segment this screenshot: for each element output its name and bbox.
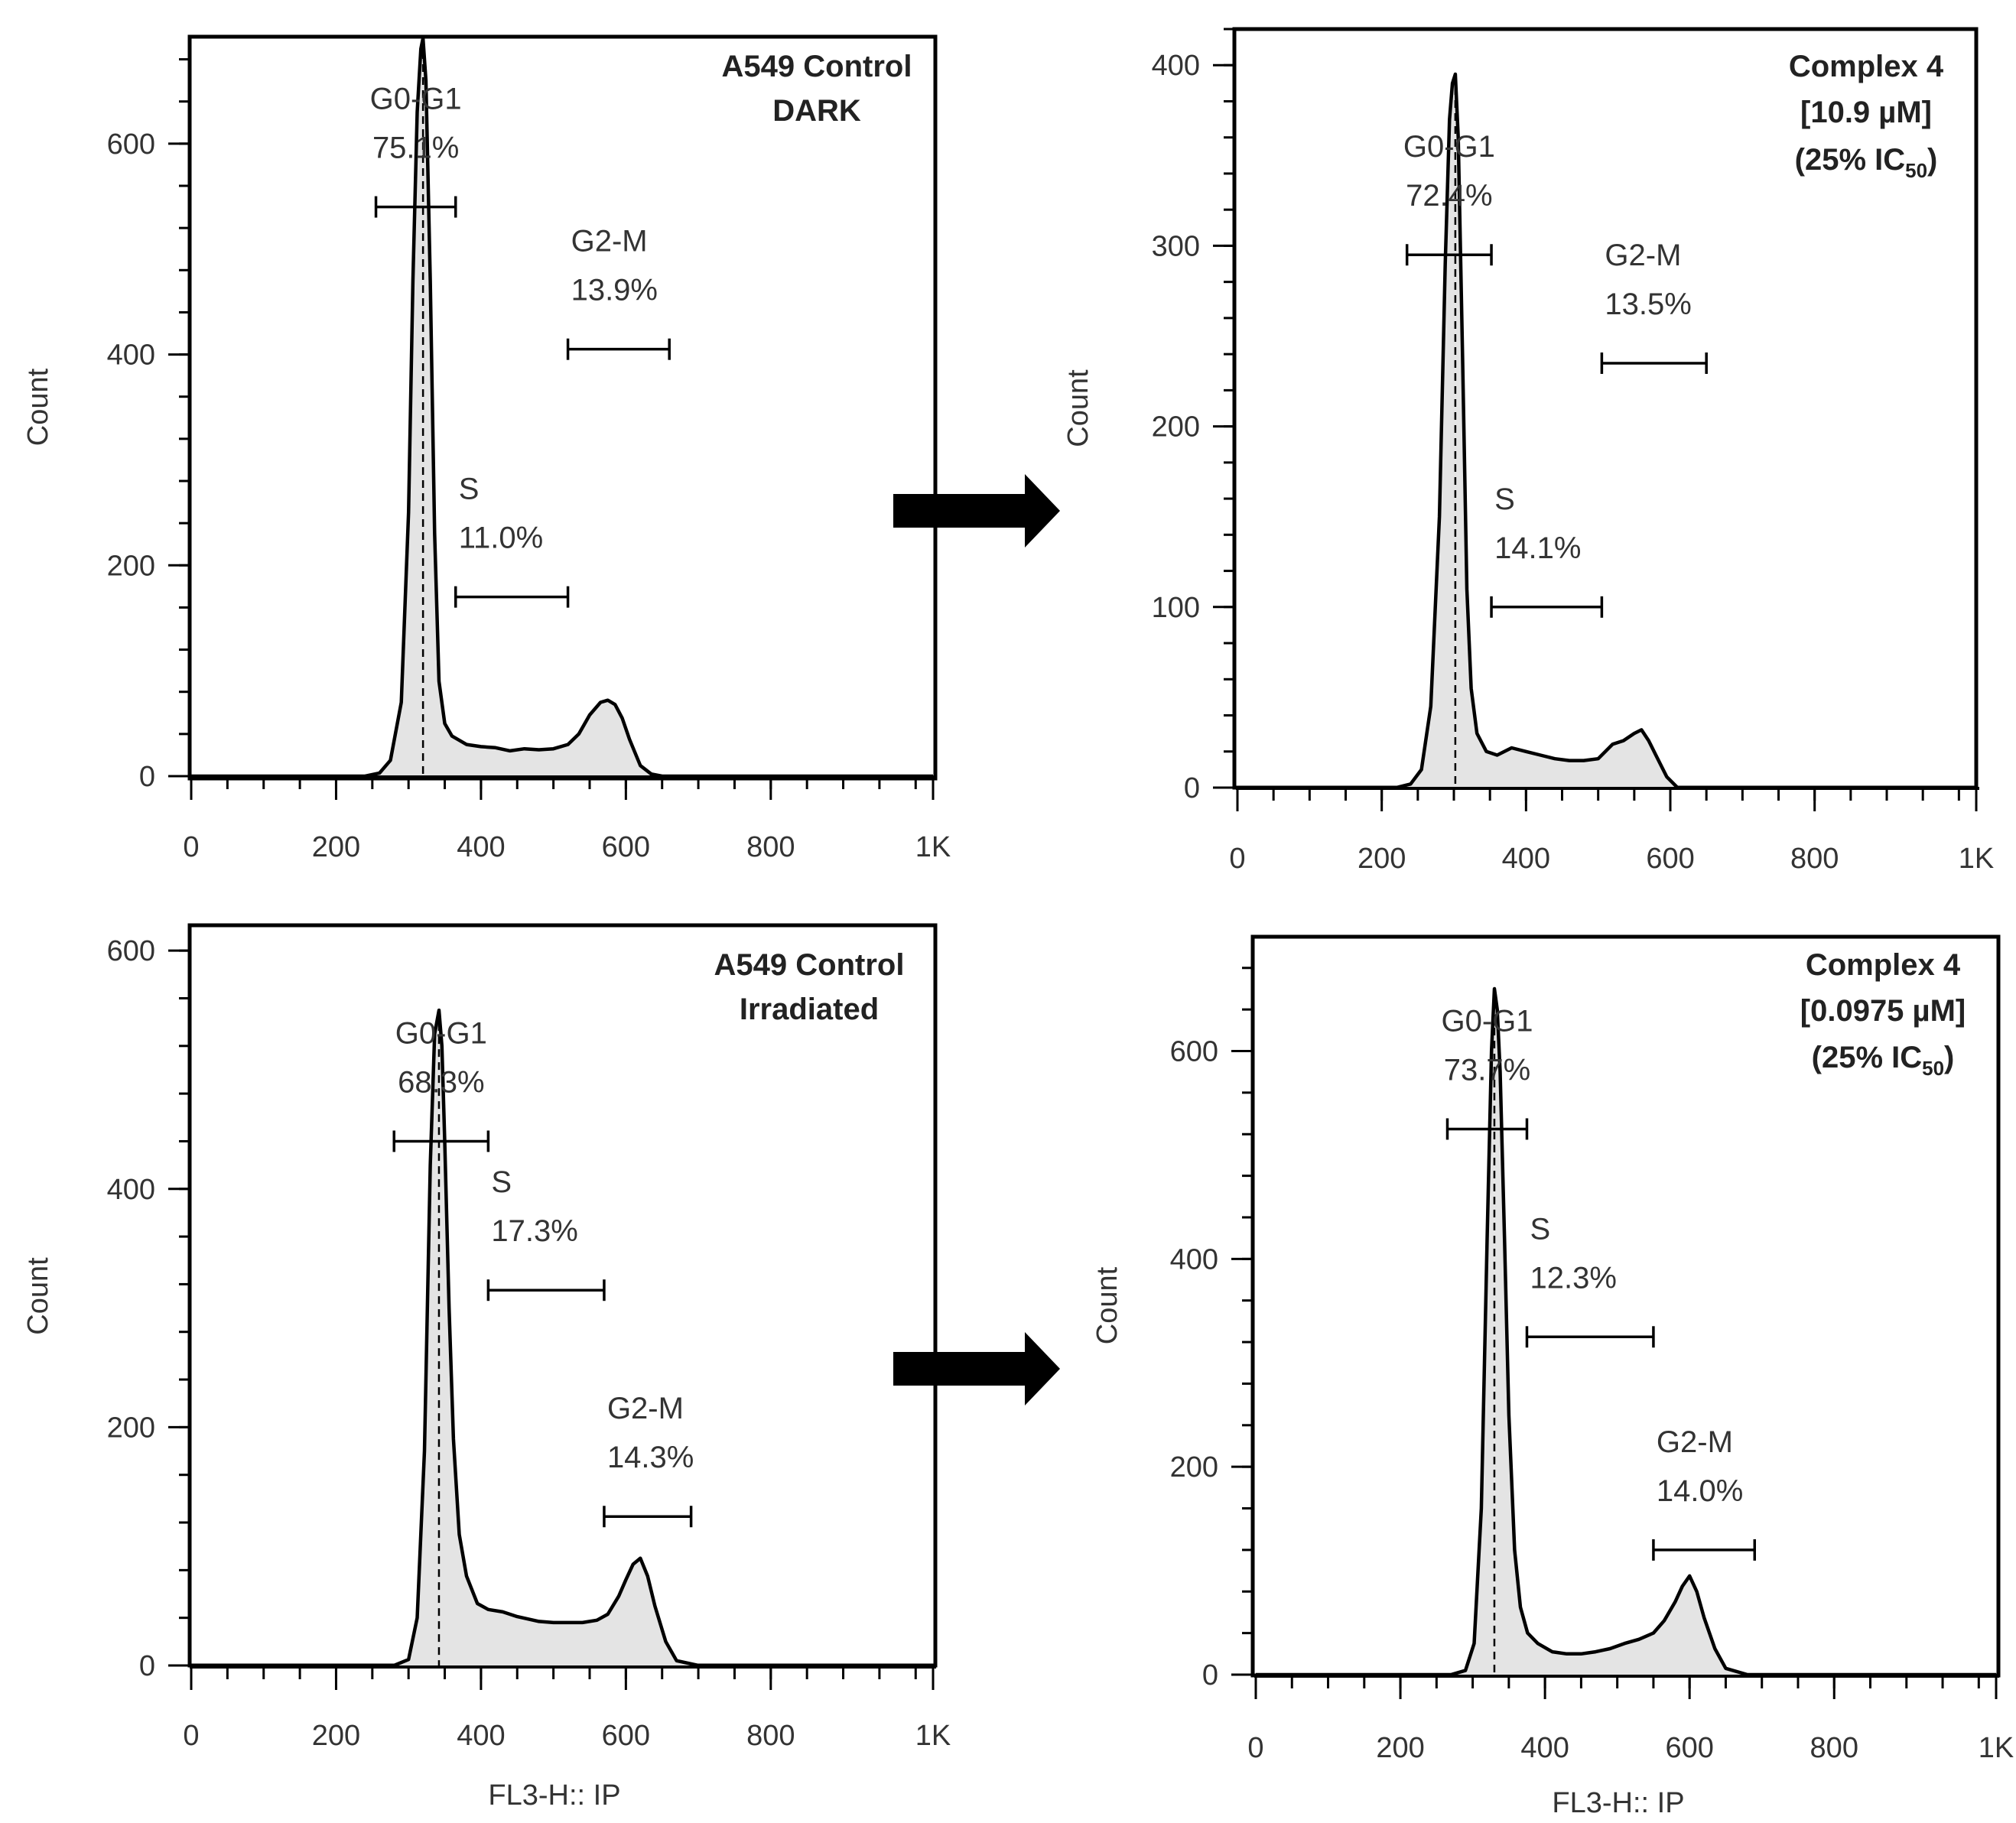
gate-name-label: S	[459, 473, 480, 506]
y-tick-label: 600	[107, 935, 155, 967]
panel-title-line: A549 Control	[722, 50, 912, 83]
histogram-line	[191, 36, 933, 778]
y-tick-label: 100	[1152, 592, 1200, 624]
x-tick-label: 600	[602, 831, 650, 863]
x-tick-label: 1K	[1959, 843, 1994, 875]
x-tick-label: 400	[1520, 1732, 1569, 1764]
x-tick-label: 0	[183, 1720, 199, 1752]
histogram-line	[1237, 72, 1976, 790]
gate-name-label: S	[491, 1165, 512, 1199]
y-axis-title: Count	[22, 1257, 54, 1335]
gate-percent-label: 14.1%	[1494, 531, 1581, 565]
panel-title-line: DARK	[772, 94, 861, 128]
x-axis-title: FL3-H:: IP	[1552, 1787, 1684, 1819]
gate-percent-label: 13.5%	[1605, 288, 1691, 321]
x-tick-label: 0	[1247, 1732, 1263, 1764]
x-tick-label: 400	[1502, 843, 1550, 875]
x-tick-label: 800	[1790, 843, 1839, 875]
y-tick-label: 400	[1152, 50, 1200, 82]
gate-percent-label: 14.0%	[1657, 1474, 1743, 1508]
gate-name-label: G0-G1	[1441, 1004, 1533, 1038]
x-tick-label: 800	[1810, 1732, 1858, 1764]
gate-name-label: G0-G1	[395, 1016, 487, 1050]
top-arrow-icon	[893, 474, 1060, 548]
gate-percent-label: 14.3%	[607, 1441, 694, 1474]
x-tick-label: 600	[1665, 1732, 1713, 1764]
gate-name-label: G2-M	[607, 1392, 684, 1425]
gate-percent-label: 68.3%	[398, 1065, 484, 1099]
gate-name-label: G2-M	[1605, 239, 1681, 272]
panel-title-line: (25% IC50)	[1812, 1041, 1955, 1080]
y-tick-label: 200	[1152, 411, 1200, 444]
gate-name-label: S	[1494, 483, 1515, 516]
x-tick-label: 0	[183, 831, 199, 863]
y-tick-label: 200	[107, 1412, 155, 1444]
panel-title-suffix: )	[1944, 1041, 1954, 1074]
panel-title-line: Irradiated	[740, 993, 879, 1026]
y-tick-label: 400	[107, 340, 155, 372]
x-tick-label: 400	[457, 831, 505, 863]
gate-percent-label: 13.9%	[571, 274, 658, 307]
y-axis-title: Count	[1062, 369, 1094, 447]
y-tick-label: 300	[1152, 230, 1200, 262]
histogram-panel-top-right: 0 200 400 600 800 1K 0 100 200 300 400 Count G0-G1 72…	[1062, 27, 1994, 875]
y-tick-label: 600	[107, 128, 155, 161]
gate-percent-label: 72.4%	[1406, 179, 1492, 213]
x-tick-label: 200	[312, 831, 360, 863]
x-tick-label: 200	[1358, 843, 1406, 875]
y-axis-title: Count	[22, 368, 54, 446]
y-tick-label: 400	[1170, 1243, 1218, 1275]
gate-percent-label: 75.1%	[372, 132, 459, 165]
panel-title-line: A549 Control	[714, 948, 905, 982]
x-tick-label: 1K	[1979, 1732, 2014, 1764]
x-tick-label: 800	[746, 831, 795, 863]
panel-title-subscript: 50	[1905, 159, 1927, 182]
x-tick-label: 600	[1646, 843, 1694, 875]
gate-name-label: G0-G1	[1403, 130, 1495, 164]
x-tick-label: 200	[312, 1720, 360, 1752]
y-tick-label: 0	[1202, 1659, 1218, 1691]
gate-percent-label: 11.0%	[459, 522, 543, 555]
panel-title-line: Complex 4	[1806, 948, 1961, 982]
y-axis-title: Count	[1091, 1266, 1123, 1344]
y-tick-label: 0	[139, 1650, 155, 1682]
y-tick-label: 200	[107, 550, 155, 582]
x-tick-label: 400	[457, 1720, 505, 1752]
gate-name-label: G2-M	[1657, 1425, 1733, 1459]
y-tick-label: 0	[1184, 772, 1200, 804]
y-tick-label: 200	[1170, 1451, 1218, 1483]
x-tick-label: 0	[1229, 843, 1245, 875]
panel-title-line: [10.9 µM]	[1800, 96, 1932, 129]
x-axis-title: FL3-H:: IP	[488, 1779, 620, 1812]
panel-title-subscript: 50	[1922, 1057, 1944, 1080]
x-tick-label: 600	[602, 1720, 650, 1752]
y-tick-label: 600	[1170, 1036, 1218, 1068]
panel-title-line: Complex 4	[1789, 50, 1944, 83]
histogram-line	[1256, 986, 1996, 1677]
y-tick-label: 400	[107, 1174, 155, 1206]
panel-title-line: [0.0975 µM]	[1800, 994, 1966, 1028]
gate-percent-label: 17.3%	[491, 1214, 577, 1248]
x-tick-label: 1K	[915, 1720, 951, 1752]
x-tick-label: 1K	[915, 831, 951, 863]
x-tick-label: 800	[746, 1720, 795, 1752]
gate-name-label: G2-M	[571, 225, 648, 258]
gate-percent-label: 73.7%	[1444, 1053, 1530, 1087]
gate-name-label: G0-G1	[370, 83, 462, 116]
x-tick-label: 200	[1376, 1732, 1424, 1764]
panel-title-suffix: )	[1927, 143, 1937, 177]
bottom-arrow-icon	[893, 1332, 1060, 1405]
gate-percent-label: 12.3%	[1530, 1261, 1616, 1295]
histogram-panel-top-left: 0 200 400 600 800 1K 0 200 400 600 Count G0-G1 75.1%…	[22, 34, 951, 863]
y-tick-label: 0	[139, 761, 155, 793]
gate-name-label: S	[1530, 1212, 1550, 1246]
histogram-line	[191, 1008, 933, 1668]
